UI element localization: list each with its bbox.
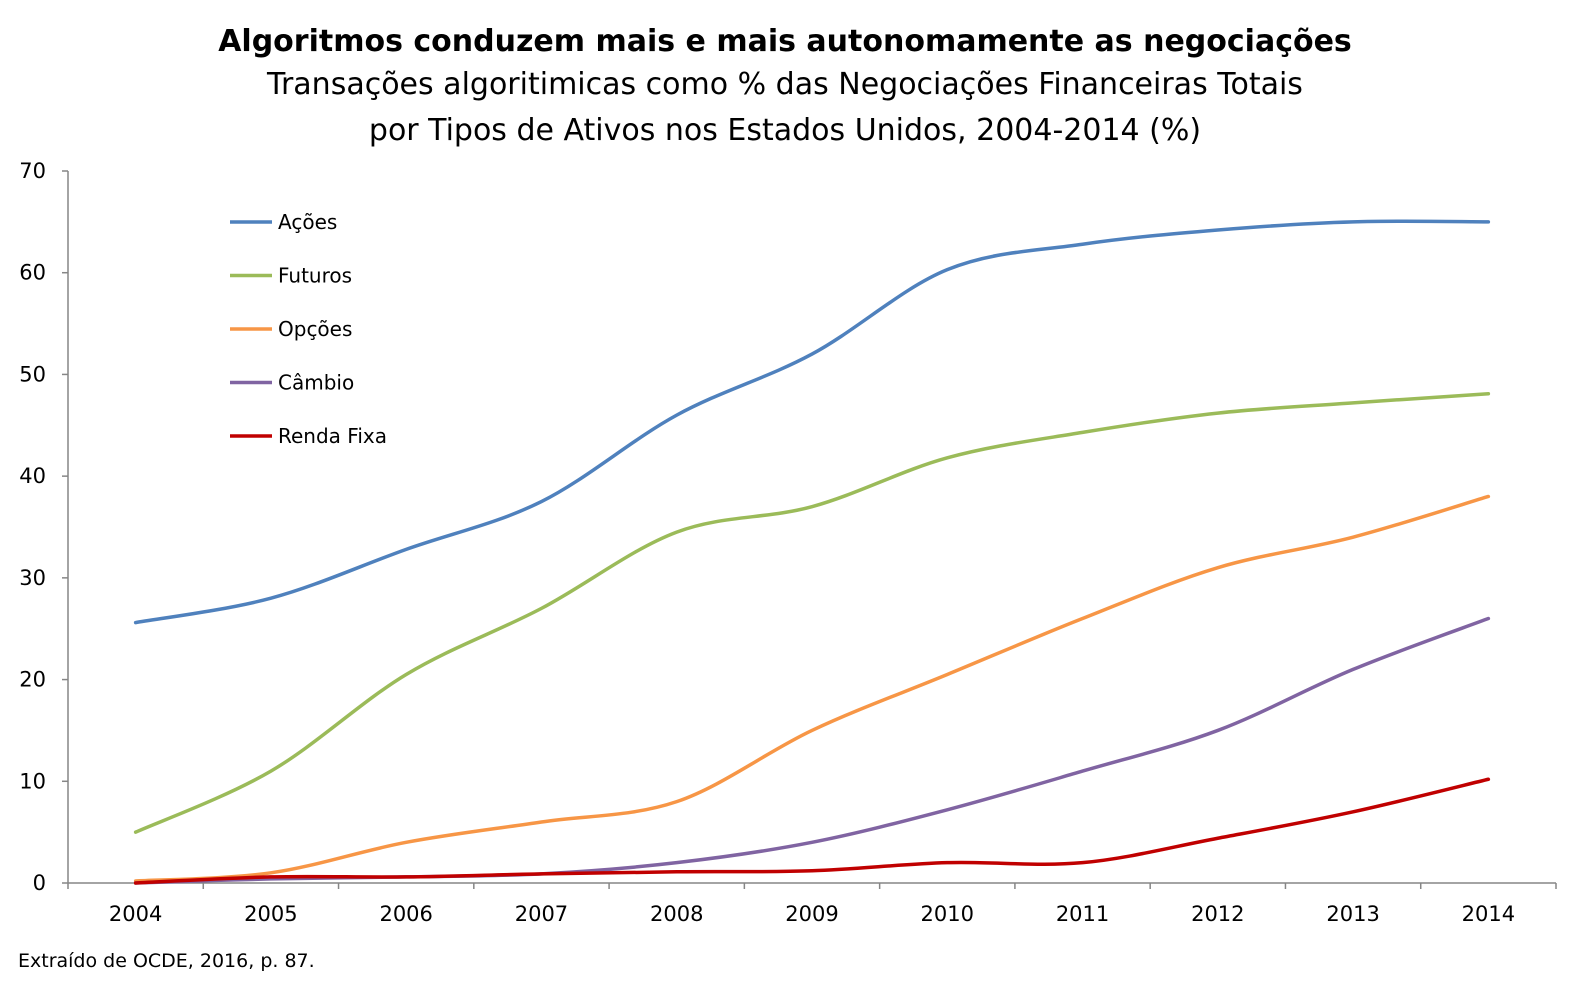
- legend: Ações Futuros Opções Câmbio Renda Fixa: [230, 210, 387, 448]
- x-tick-label: 2014: [1462, 902, 1515, 926]
- legend-label-cambio: Câmbio: [278, 371, 354, 395]
- y-tick-label: 50: [19, 362, 46, 386]
- x-tick-label: 2006: [379, 902, 432, 926]
- y-tick-label: 30: [19, 566, 46, 590]
- legend-label-renda-fixa: Renda Fixa: [278, 424, 387, 448]
- series-line-opcoes: [133, 494, 1491, 883]
- chart-title: Algoritmos conduzem mais e mais autonoma…: [218, 24, 1352, 59]
- y-tick-label: 0: [33, 871, 46, 895]
- x-tick-label: 2010: [921, 902, 974, 926]
- y-tick-label: 70: [19, 159, 46, 183]
- chart-subtitle-line-1: Transações algoritimicas como % das Nego…: [266, 67, 1303, 102]
- y-tick-label: 60: [19, 261, 46, 285]
- x-tick-label: 2013: [1326, 902, 1379, 926]
- y-tick-label: 20: [19, 668, 46, 692]
- x-tick-label: 2004: [109, 902, 162, 926]
- x-tick-label: 2008: [650, 902, 703, 926]
- series-line-futuros: [133, 392, 1491, 834]
- axes: 0 10 20 30 40 50 60 70 2004 2005 2006 2007 2008 2009 2…: [19, 159, 1557, 926]
- legend-label-futuros: Futuros: [278, 264, 352, 288]
- x-tick-label: 2012: [1191, 902, 1244, 926]
- series-line-cambio: [133, 616, 1491, 885]
- legend-label-opcoes: Opções: [278, 317, 352, 341]
- y-tick-label: 40: [19, 464, 46, 488]
- source-note: Extraído de OCDE, 2016, p. 87.: [18, 950, 315, 972]
- series-lines: [133, 219, 1491, 885]
- x-tick-label: 2009: [785, 902, 838, 926]
- chart-subtitle-line-2: por Tipos de Ativos nos Estados Unidos, …: [369, 113, 1201, 148]
- series-line-renda-fixa: [133, 777, 1491, 885]
- x-tick-label: 2011: [1056, 902, 1109, 926]
- legend-label-acoes: Ações: [278, 210, 337, 234]
- series-line-acoes: [133, 219, 1491, 625]
- x-tick-label: 2007: [515, 902, 568, 926]
- x-tick-label: 2005: [244, 902, 297, 926]
- y-tick-label: 10: [19, 769, 46, 793]
